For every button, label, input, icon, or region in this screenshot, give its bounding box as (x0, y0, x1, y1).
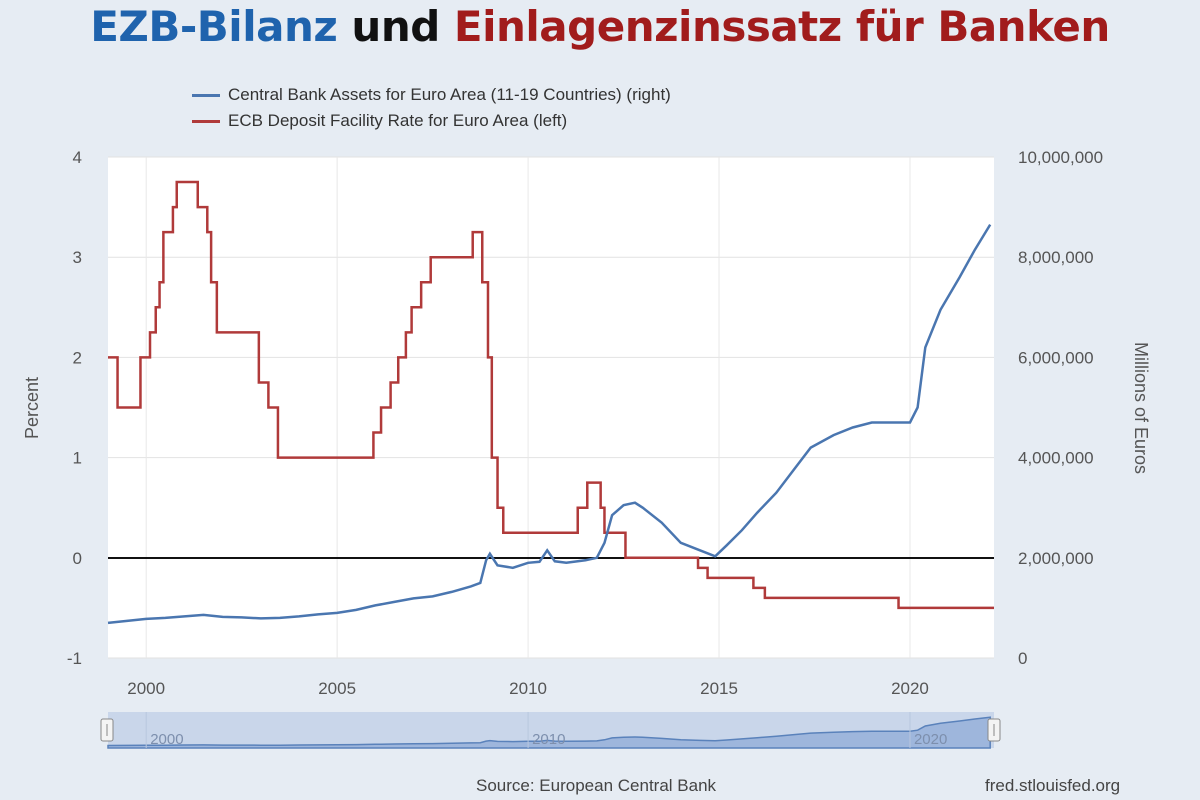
x-tick-label: 2020 (891, 679, 929, 698)
right-tick-label: 6,000,000 (1018, 348, 1094, 367)
left-axis-ticks: 4 3 2 1 0 -1 (67, 148, 82, 668)
navigator-tick-label: 2020 (914, 731, 947, 748)
legend-item-rate[interactable]: ECB Deposit Facility Rate for Euro Area … (192, 108, 671, 134)
title-part-balance: EZB-Bilanz (90, 2, 338, 51)
left-tick-label: 3 (73, 248, 82, 267)
navigator-ticks: 2000 2010 2020 (145, 712, 947, 748)
legend-label-rate: ECB Deposit Facility Rate for Euro Area … (228, 111, 568, 130)
title-part-and: und (351, 2, 440, 51)
navigator-tick-label: 2010 (532, 731, 565, 748)
series-line-rate[interactable] (108, 180, 994, 610)
right-axis-label: Millions of Euros (1131, 342, 1151, 474)
page-title: EZB-Bilanz und Einlagenzinssatz für Bank… (0, 2, 1200, 51)
left-axis-label: Percent (22, 377, 42, 439)
left-tick-label: 2 (73, 348, 82, 367)
x-tick-label: 2015 (700, 679, 738, 698)
left-tick-label: 0 (73, 549, 82, 568)
x-axis-ticks: 2000 2005 2010 2015 2020 (127, 679, 929, 698)
x-tick-label: 2005 (318, 679, 356, 698)
title-part-rate: Einlagenzinssatz für Banken (453, 2, 1110, 51)
gridlines (108, 156, 994, 659)
right-tick-label: 0 (1018, 649, 1027, 668)
right-tick-label: 4,000,000 (1018, 449, 1094, 468)
plot-area-background (108, 157, 994, 658)
source-site-link[interactable]: fred.stlouisfed.org (985, 776, 1121, 795)
x-tick-label: 2010 (509, 679, 547, 698)
series-line-assets[interactable] (107, 223, 992, 625)
right-axis-ticks: 10,000,000 8,000,000 6,000,000 4,000,000 2,0… (1018, 148, 1103, 668)
navigator-series-area (107, 716, 991, 749)
source-note: Source: European Central Bank (476, 776, 717, 795)
legend-item-assets[interactable]: Central Bank Assets for Euro Area (11-19… (192, 82, 671, 108)
left-tick-label: 1 (73, 449, 82, 468)
right-tick-label: 2,000,000 (1018, 549, 1094, 568)
left-tick-label: -1 (67, 649, 82, 668)
legend-label-assets: Central Bank Assets for Euro Area (11-19… (228, 85, 671, 104)
right-tick-label: 8,000,000 (1018, 248, 1094, 267)
right-tick-label: 10,000,000 (1018, 148, 1103, 167)
legend-swatch-rate (192, 119, 220, 123)
legend-swatch-assets (192, 93, 220, 97)
x-tick-label: 2000 (127, 679, 165, 698)
left-tick-label: 4 (73, 148, 82, 167)
chart-legend: Central Bank Assets for Euro Area (11-19… (192, 82, 671, 134)
navigator-tick-label: 2000 (150, 731, 183, 748)
range-navigator[interactable]: 2000 2010 2020 (100, 712, 1001, 749)
